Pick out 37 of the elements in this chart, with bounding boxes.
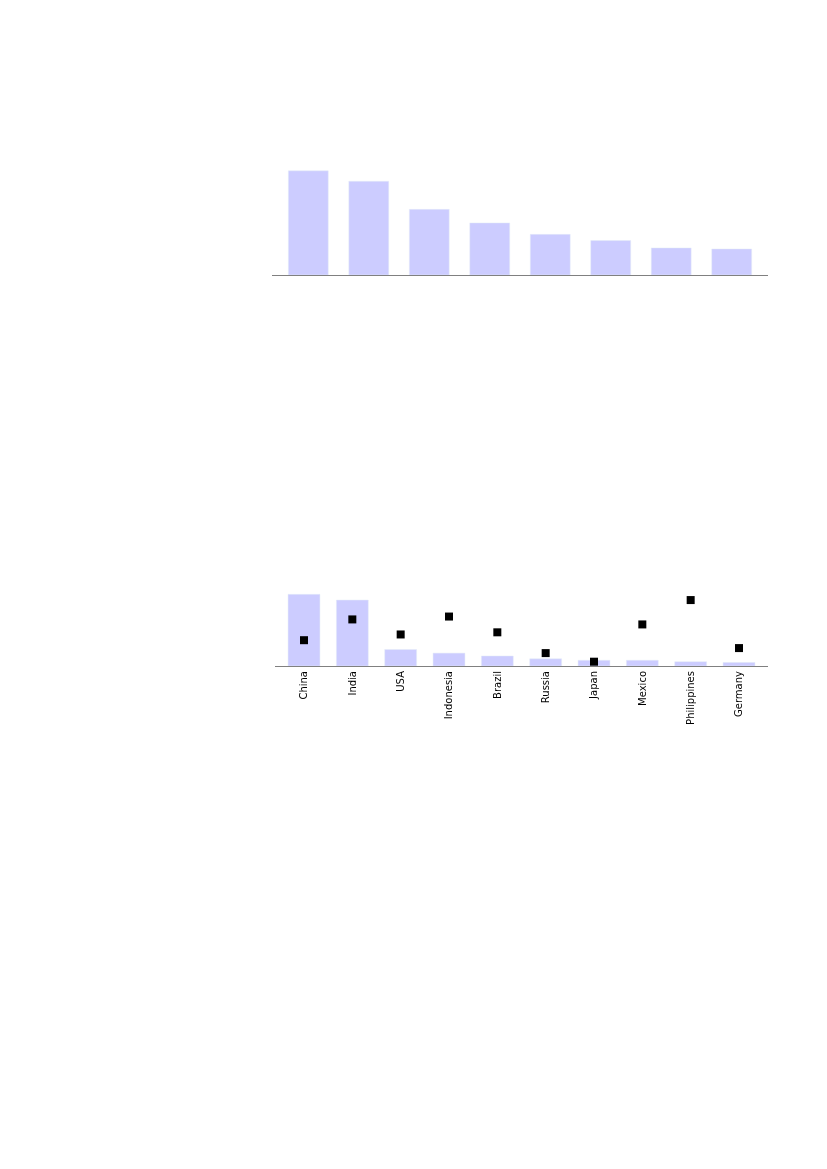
bar — [384, 649, 417, 666]
point — [735, 644, 743, 653]
bar — [722, 662, 756, 666]
bar — [432, 652, 466, 666]
bar — [626, 660, 659, 666]
bar — [530, 234, 571, 275]
point — [590, 657, 598, 666]
x-tick-label: Mexico — [636, 671, 648, 706]
bar — [529, 658, 562, 666]
point — [300, 636, 308, 645]
bar — [469, 222, 510, 275]
x-tick-label: Brazil — [491, 671, 503, 699]
bar — [336, 599, 369, 666]
bar — [590, 240, 631, 275]
bar — [651, 247, 692, 275]
bar — [711, 248, 752, 275]
point — [686, 596, 695, 605]
x-tick-label: Germany — [733, 670, 745, 717]
point — [348, 615, 357, 624]
x-tick-label: India — [346, 671, 358, 696]
point — [396, 630, 405, 639]
x-tick-label: Japan — [588, 671, 600, 700]
x-tick-label: China — [298, 671, 310, 700]
point — [541, 649, 550, 658]
x-tick-label: Philippines — [684, 671, 696, 725]
bar — [287, 594, 321, 666]
bar — [409, 209, 450, 275]
bar — [674, 661, 707, 666]
bar — [481, 655, 514, 666]
x-tick-label: Russia — [539, 671, 551, 704]
point — [638, 620, 647, 629]
point — [493, 628, 502, 637]
bar — [348, 181, 389, 275]
x-tick-label: Indonesia — [443, 671, 455, 720]
bar — [288, 170, 329, 275]
point — [445, 612, 453, 621]
x-tick-label: USA — [394, 670, 406, 692]
